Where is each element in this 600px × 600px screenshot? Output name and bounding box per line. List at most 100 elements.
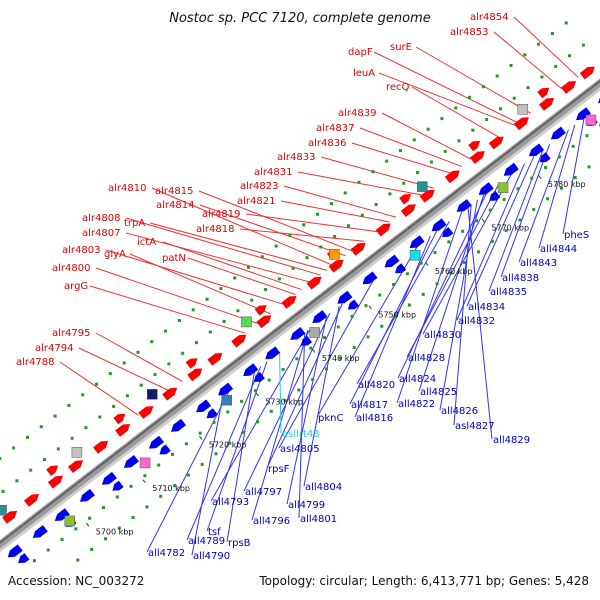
guide-dot [518, 218, 522, 222]
forward-gene-arrow [254, 305, 267, 316]
gene-box [139, 457, 151, 469]
guide-dot [338, 356, 342, 360]
reverse-gene-arrow [409, 235, 425, 249]
forward-gene-arrow [350, 242, 366, 256]
forward-label-connector [415, 46, 532, 114]
forward-gene-arrow [185, 358, 198, 369]
guide-dot [357, 180, 361, 184]
forward-label-connector [359, 127, 462, 167]
gene-box [517, 104, 529, 115]
reverse-gene-arrow [312, 310, 328, 323]
guide-dot [325, 367, 329, 371]
reverse-label-all4816: all4816 [356, 413, 393, 424]
reverse-gene-arrow [290, 327, 306, 340]
guide-dot [530, 176, 534, 180]
forward-gene-arrow [513, 117, 529, 131]
reverse-gene-arrow [347, 299, 360, 310]
guide-dot [157, 463, 161, 467]
scale-label-5780-kbp: 5780 kbp [548, 180, 586, 189]
forward-label-connector [280, 200, 390, 223]
gene-box [241, 316, 252, 328]
reverse-label-all4832: all4832 [458, 316, 495, 327]
guide-dot [205, 297, 209, 301]
reverse-label-connector [467, 206, 493, 440]
reverse-label-all4799: all4799 [288, 500, 325, 511]
scale-label-5710-kbp: 5710 kbp [152, 484, 190, 493]
reverse-gene-arrow [112, 480, 124, 491]
guide-dot [329, 202, 333, 206]
reverse-label-all4844: all4844 [540, 244, 577, 255]
guide-dot [461, 229, 465, 233]
guide-dot [388, 192, 392, 196]
guide-dot [177, 318, 181, 322]
map-title: Nostoc sp. PCC 7120, complete genome [169, 11, 431, 26]
guide-dot [419, 261, 423, 265]
guide-dot [509, 63, 513, 67]
forward-label-connector [513, 16, 579, 78]
reverse-label-all4796: all4796 [253, 516, 290, 527]
reverse-label-connector [303, 305, 340, 487]
guide-dot [184, 442, 188, 446]
reverse-label-all4834: all4834 [468, 302, 505, 313]
guide-dot [228, 441, 232, 445]
gene-box [409, 249, 421, 261]
rna-label-asllrt43: asllrt43 [282, 429, 320, 440]
guide-dot [512, 96, 516, 100]
guide-dot [421, 292, 425, 296]
forward-label-dapf: dapF [348, 47, 373, 58]
guide-dot [385, 159, 389, 163]
scale-tick [481, 218, 485, 223]
forward-gene-arrow [93, 440, 109, 454]
forward-label-connector [373, 51, 519, 124]
guide-dot [564, 21, 568, 25]
guide-dot [557, 155, 561, 159]
reverse-gene-arrow [218, 382, 234, 396]
forward-label-alr4833: alr4833 [277, 152, 315, 163]
guide-dot [103, 537, 107, 541]
forward-label-alr4819: alr4819 [202, 209, 240, 220]
forward-label-alr4794: alr4794 [35, 343, 73, 354]
guide-dot [253, 389, 257, 393]
guide-dot [544, 166, 548, 170]
guide-dot [581, 43, 585, 47]
forward-label-alr4854: alr4854 [470, 12, 508, 23]
forward-label-connector [95, 267, 258, 324]
forward-gene-arrow [444, 170, 460, 184]
scale-label-5730-kbp: 5730 kbp [265, 397, 303, 406]
guide-dot [46, 548, 50, 552]
reverse-label-connector [266, 303, 343, 469]
reverse-label-connector [354, 235, 431, 418]
guide-dot [532, 207, 536, 211]
forward-label-connector [129, 253, 271, 315]
forward-gene-arrow [537, 87, 550, 99]
guide-dot [322, 336, 326, 340]
genome-summary-text: Topology: circular; Length: 6,413,771 bp… [258, 574, 589, 588]
guide-dot [468, 95, 472, 99]
guide-dot [136, 350, 140, 354]
forward-label-alr4810: alr4810 [108, 183, 146, 194]
forward-gene-arrow [306, 276, 322, 290]
gene-box [497, 182, 509, 193]
reverse-label-all4820: all4820 [358, 380, 395, 391]
reverse-label-connector [286, 315, 328, 505]
guide-dot [336, 325, 340, 329]
scale-tick [425, 262, 429, 266]
forward-gene-arrow [561, 81, 576, 94]
forward-label-alr4836: alr4836 [308, 138, 346, 149]
reverse-gene-arrow [550, 126, 566, 140]
guide-dot [474, 219, 478, 223]
guide-dot [585, 134, 589, 138]
guide-dot [101, 506, 105, 510]
guide-dot [260, 255, 264, 259]
guide-dot [502, 197, 506, 201]
forward-label-alr4808: alr4808 [82, 213, 120, 224]
guide-dot [76, 558, 80, 562]
reverse-label-connector [186, 366, 262, 541]
forward-label-connector [59, 361, 139, 416]
reverse-label-connector [518, 129, 569, 263]
forward-label-alr4815: alr4815 [155, 186, 193, 197]
reverse-label-connector [500, 144, 551, 278]
guide-dot [112, 404, 116, 408]
forward-label-trpa: trpA [124, 218, 145, 229]
